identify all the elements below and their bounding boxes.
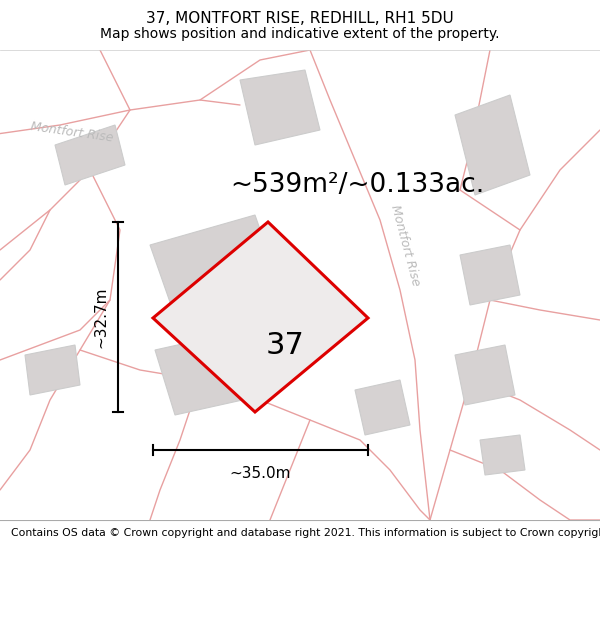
Text: 37: 37 xyxy=(266,331,304,359)
Text: Map shows position and indicative extent of the property.: Map shows position and indicative extent… xyxy=(100,27,500,41)
Text: Montfort Rise: Montfort Rise xyxy=(388,203,422,287)
Polygon shape xyxy=(153,222,368,412)
Text: ~32.7m: ~32.7m xyxy=(93,286,108,348)
Text: 37, MONTFORT RISE, REDHILL, RH1 5DU: 37, MONTFORT RISE, REDHILL, RH1 5DU xyxy=(146,11,454,26)
Polygon shape xyxy=(240,70,320,145)
Text: ~539m²/~0.133ac.: ~539m²/~0.133ac. xyxy=(230,172,484,198)
Polygon shape xyxy=(455,95,530,195)
Text: ~35.0m: ~35.0m xyxy=(230,466,291,481)
Polygon shape xyxy=(155,330,265,415)
Polygon shape xyxy=(480,435,525,475)
Polygon shape xyxy=(455,345,515,405)
Polygon shape xyxy=(25,345,80,395)
Polygon shape xyxy=(355,380,410,435)
Polygon shape xyxy=(150,215,290,345)
Polygon shape xyxy=(460,245,520,305)
Polygon shape xyxy=(55,125,125,185)
Text: Contains OS data © Crown copyright and database right 2021. This information is : Contains OS data © Crown copyright and d… xyxy=(11,528,600,538)
Text: Montfort Rise: Montfort Rise xyxy=(30,120,115,144)
